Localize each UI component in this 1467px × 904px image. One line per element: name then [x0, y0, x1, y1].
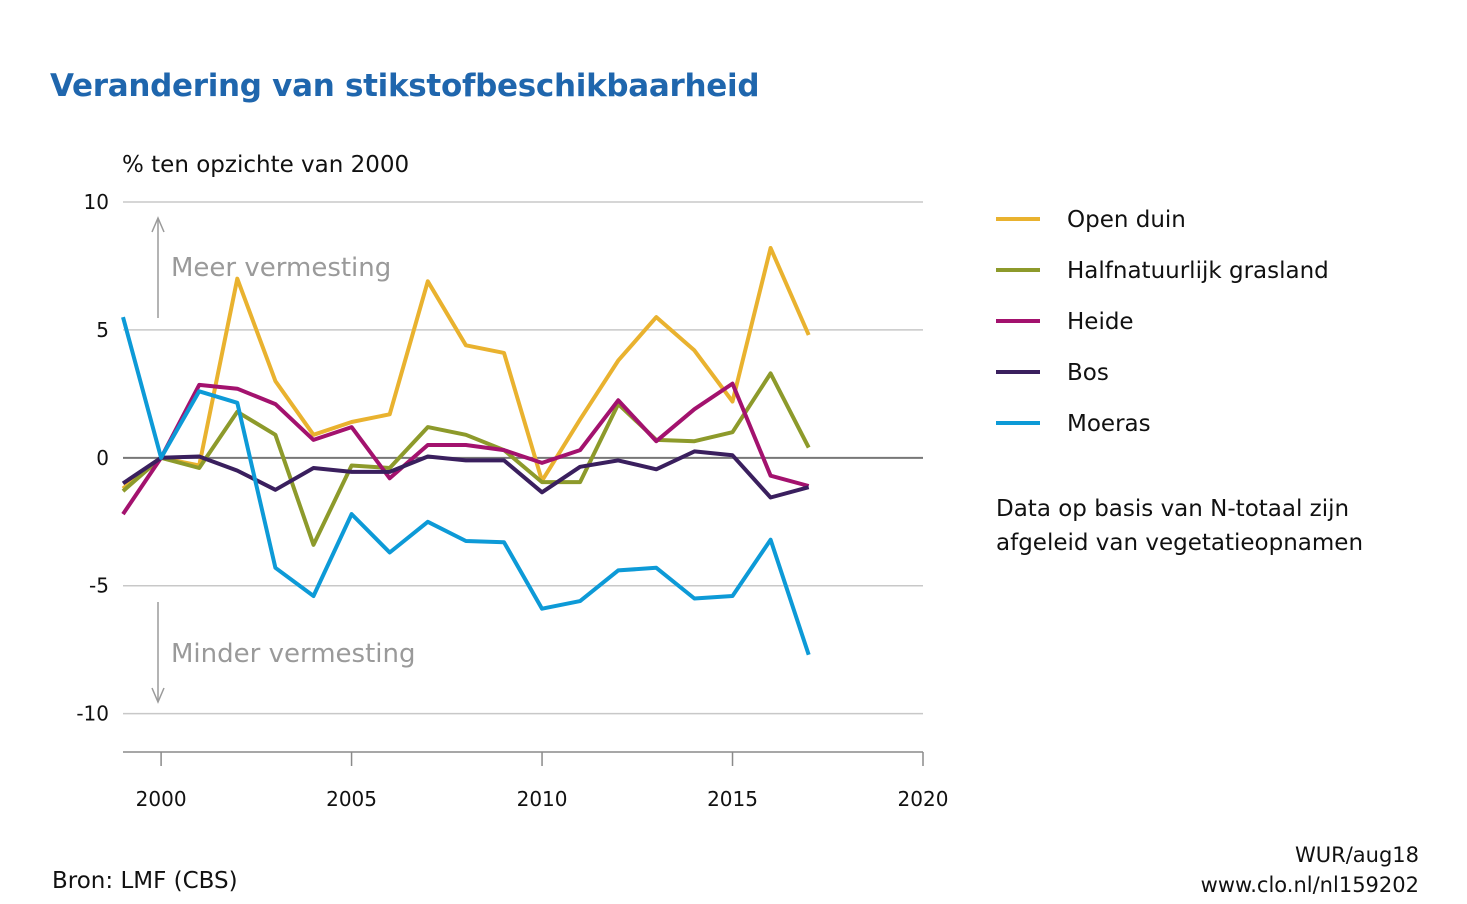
series-line-open-duin: [121, 246, 811, 491]
legend-item-halfnatuurlijk-grasland: Halfnatuurlijk grasland: [996, 258, 1329, 284]
legend-label: Moeras: [1067, 411, 1151, 437]
annotation-minder-vermesting: Minder vermesting: [171, 639, 415, 669]
legend-item-moeras: Moeras: [996, 411, 1151, 437]
legend: Open duin Halfnatuurlijk grasland Heide Bos…: [996, 207, 1329, 437]
y-tick-label: -5: [89, 574, 109, 598]
x-tick-label: 2015: [707, 787, 758, 811]
x-tick-label: 2010: [517, 787, 568, 811]
arrow-down-head-icon: [151, 687, 165, 704]
credit-link[interactable]: www.clo.nl/nl159202: [1200, 873, 1419, 897]
x-tick-label: 2005: [326, 787, 377, 811]
y-tick-label: 10: [84, 190, 109, 214]
series-line-bos: [121, 449, 810, 500]
legend-item-bos: Bos: [996, 360, 1109, 386]
arrow-up-head-icon: [151, 216, 165, 233]
series-line-heide: [121, 381, 810, 516]
legend-item-heide: Heide: [996, 309, 1134, 335]
credit-line-1: WUR/aug18: [1294, 843, 1419, 867]
source-label: Bron: LMF (CBS): [52, 868, 238, 894]
axes: 10 5 0 -5 -10 2000 2005 2010 2015 2020: [76, 190, 948, 811]
series-lines: [121, 246, 811, 656]
chart-title: Verandering van stikstofbeschikbaarheid: [50, 68, 760, 104]
legend-label: Bos: [1067, 360, 1109, 386]
y-tick-label: 0: [96, 446, 109, 470]
y-tick-label: 5: [96, 318, 109, 342]
methodology-note: Data op basis van N-totaal zijn afgeleid…: [996, 492, 1363, 560]
y-tick-label: -10: [76, 702, 109, 726]
legend-item-open-duin: Open duin: [996, 207, 1186, 233]
legend-label: Open duin: [1067, 207, 1186, 233]
credit: WUR/aug18 www.clo.nl/nl159202: [1201, 840, 1419, 900]
legend-label: Halfnatuurlijk grasland: [1067, 258, 1329, 284]
annotation-meer-vermesting: Meer vermesting: [171, 253, 391, 283]
legend-label: Heide: [1067, 309, 1134, 335]
x-tick-label: 2020: [898, 787, 949, 811]
methodology-note-line-2: afgeleid van vegetatieopnamen: [996, 530, 1364, 556]
y-axis-label: % ten opzichte van 2000: [122, 152, 410, 178]
chart-annotations: Meer vermesting Minder vermesting: [151, 216, 415, 704]
series-line-halfnatuurlijk-grasland: [121, 371, 811, 547]
methodology-note-line-1: Data op basis van N-totaal zijn: [996, 496, 1350, 522]
x-tick-label: 2000: [136, 787, 187, 811]
series-line-moeras: [121, 316, 811, 656]
